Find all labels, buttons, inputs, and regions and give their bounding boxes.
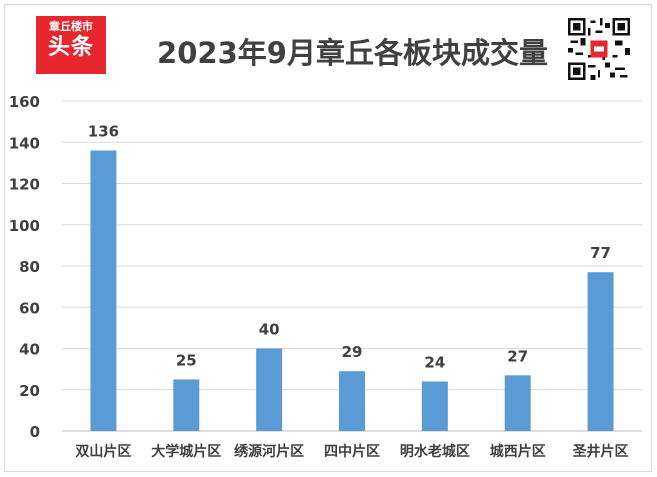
data-label: 77 xyxy=(590,244,611,262)
x-tick-label: 双山片区 xyxy=(75,443,131,460)
bar xyxy=(421,381,448,431)
data-label: 29 xyxy=(342,343,363,361)
bar xyxy=(339,371,365,431)
y-tick-label: 40 xyxy=(19,341,40,359)
bar xyxy=(173,379,200,431)
y-tick-label: 20 xyxy=(19,382,40,400)
y-tick-label: 140 xyxy=(9,134,40,152)
x-tick-label: 大学城片区 xyxy=(151,443,221,460)
data-label: 27 xyxy=(507,347,528,365)
x-tick-label: 城西片区 xyxy=(490,443,546,460)
y-tick-label: 60 xyxy=(19,299,40,317)
bar xyxy=(587,272,614,431)
x-tick-label: 四中片区 xyxy=(324,443,380,460)
bar xyxy=(90,150,117,431)
brand-logo: 章丘楼市 头条 xyxy=(36,16,106,74)
y-tick-label: 160 xyxy=(9,93,40,111)
data-label: 25 xyxy=(176,351,197,369)
y-tick-label: 0 xyxy=(30,423,40,441)
bar xyxy=(504,375,531,431)
logo-text-main: 头条 xyxy=(47,35,94,60)
data-label: 136 xyxy=(88,123,119,141)
y-tick-label: 120 xyxy=(9,176,40,194)
logo-text-top: 章丘楼市 xyxy=(49,20,93,33)
y-tick-label: 100 xyxy=(9,217,40,235)
bar xyxy=(256,348,283,431)
data-label: 40 xyxy=(259,321,280,339)
x-tick-label: 明水老城区 xyxy=(400,443,470,460)
y-tick-label: 80 xyxy=(19,258,40,276)
x-tick-label: 圣井片区 xyxy=(572,443,629,460)
chart-title: 2023年9月章丘各板块成交量 xyxy=(157,36,548,70)
x-tick-label: 绣源河片区 xyxy=(234,443,304,460)
data-label: 24 xyxy=(424,354,445,372)
qr-code-icon xyxy=(568,18,630,80)
